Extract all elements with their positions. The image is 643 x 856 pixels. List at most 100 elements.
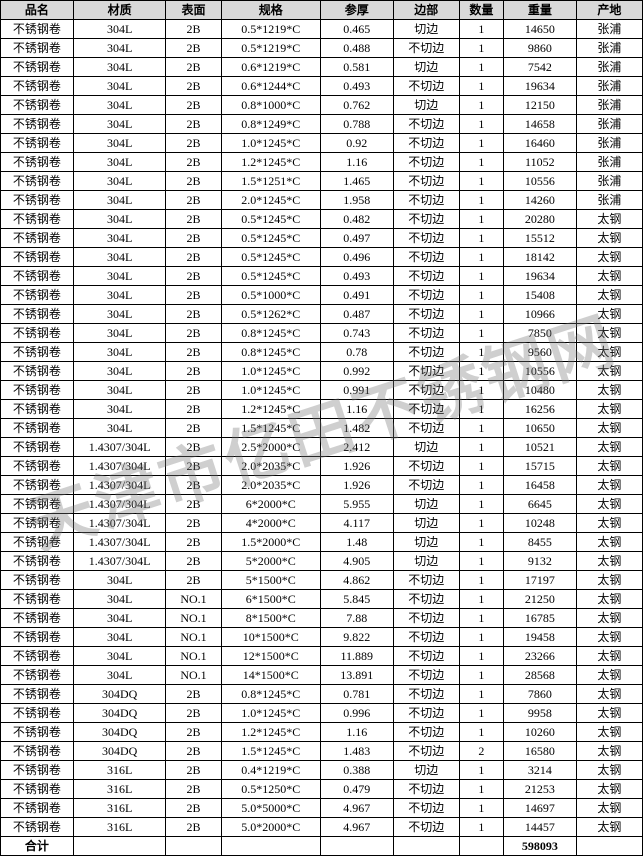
table-cell: 2B [166,134,221,153]
table-cell: 不切边 [393,647,459,666]
table-cell: 2B [166,400,221,419]
table-row: 不锈钢卷304L2B1.0*1245*C0.991不切边110480太钢 [1,381,643,400]
table-cell: 2.412 [320,438,393,457]
table-cell: 304L [73,343,166,362]
table-cell: 0.5*1000*C [221,286,320,305]
table-row: 不锈钢卷304L2B0.5*1219*C0.465切边114650张浦 [1,20,643,39]
table-cell: 304L [73,77,166,96]
table-cell: 0.493 [320,267,393,286]
table-cell: 4.905 [320,552,393,571]
table-cell: 11.889 [320,647,393,666]
table-cell: 太钢 [576,628,642,647]
table-cell: 1 [459,571,503,590]
table-row: 不锈钢卷304LNO.112*1500*C11.889不切边123266太钢 [1,647,643,666]
table-row: 不锈钢卷1.4307/304L2B2.0*2035*C1.926不切边11571… [1,457,643,476]
table-cell: 不切边 [393,666,459,685]
table-cell: 张浦 [576,96,642,115]
table-cell: 20280 [503,210,576,229]
table-cell: 7542 [503,58,576,77]
table-cell: 太钢 [576,457,642,476]
table-cell: 不切边 [393,457,459,476]
table-cell: 不切边 [393,172,459,191]
table-cell: 21250 [503,590,576,609]
table-cell: 不切边 [393,248,459,267]
table-cell: 0.5*1219*C [221,39,320,58]
table-cell: 23266 [503,647,576,666]
table-cell: 0.996 [320,704,393,723]
table-cell: 0.8*1000*C [221,96,320,115]
table-row: 不锈钢卷304L2B0.8*1249*C0.788不切边114658张浦 [1,115,643,134]
table-cell: 太钢 [576,704,642,723]
table-cell: 太钢 [576,229,642,248]
table-row: 不锈钢卷304L2B0.5*1245*C0.482不切边120280太钢 [1,210,643,229]
table-cell: 14457 [503,818,576,837]
table-cell: 切边 [393,495,459,514]
table-cell: 2B [166,115,221,134]
table-cell: 28568 [503,666,576,685]
table-cell: 太钢 [576,666,642,685]
table-cell: 1 [459,153,503,172]
table-cell: 9860 [503,39,576,58]
table-cell: 1 [459,20,503,39]
table-cell: 1 [459,552,503,571]
table-cell: 1 [459,533,503,552]
table-cell: 1 [459,590,503,609]
table-cell: 不锈钢卷 [1,799,74,818]
table-cell: 1 [459,324,503,343]
table-cell: 15512 [503,229,576,248]
table-cell: 不锈钢卷 [1,533,74,552]
table-cell: 13.891 [320,666,393,685]
table-cell: 1.4307/304L [73,533,166,552]
table-cell: 1.5*2000*C [221,533,320,552]
table-cell: 不切边 [393,343,459,362]
table-cell: 不锈钢卷 [1,267,74,286]
table-cell: 不切边 [393,39,459,58]
table-cell: 切边 [393,96,459,115]
table-cell: 0.6*1244*C [221,77,320,96]
table-cell: 15715 [503,457,576,476]
table-cell: 1.483 [320,742,393,761]
table-cell: 10260 [503,723,576,742]
table-cell: 304DQ [73,723,166,742]
table-cell: 0.762 [320,96,393,115]
table-cell: 18142 [503,248,576,267]
table-cell: 304L [73,362,166,381]
table-row: 不锈钢卷304L2B0.6*1219*C0.581切边17542张浦 [1,58,643,77]
table-cell: 2B [166,571,221,590]
table-cell: 2B [166,780,221,799]
table-cell: 14260 [503,191,576,210]
table-row: 不锈钢卷316L2B0.5*1250*C0.479不切边121253太钢 [1,780,643,799]
table-cell: 304L [73,609,166,628]
table-cell: 不锈钢卷 [1,191,74,210]
table-cell: 1.5*1245*C [221,419,320,438]
table-cell: 9132 [503,552,576,571]
table-cell: 2B [166,324,221,343]
table-cell: 4.117 [320,514,393,533]
table-cell: 304L [73,153,166,172]
table-cell: 2B [166,77,221,96]
table-cell: 10*1500*C [221,628,320,647]
footer-empty [459,837,503,856]
table-cell: 304L [73,666,166,685]
table-cell: 张浦 [576,153,642,172]
table-cell: 不锈钢卷 [1,609,74,628]
table-cell: 不切边 [393,286,459,305]
table-cell: 太钢 [576,780,642,799]
table-row: 不锈钢卷304LNO.18*1500*C7.88不切边116785太钢 [1,609,643,628]
table-cell: 0.5*1250*C [221,780,320,799]
table-cell: 太钢 [576,609,642,628]
table-row: 不锈钢卷304LNO.16*1500*C5.845不切边121250太钢 [1,590,643,609]
steel-inventory-table: 品名 材质 表面 规格 参厚 边部 数量 重量 产地 不锈钢卷304L2B0.5… [0,0,643,856]
footer-empty [73,837,166,856]
col-header-thickness: 参厚 [320,1,393,20]
table-cell: 7860 [503,685,576,704]
table-cell: 2B [166,248,221,267]
table-cell: 1.4307/304L [73,476,166,495]
table-cell: 5.845 [320,590,393,609]
table-cell: 1.4307/304L [73,495,166,514]
table-cell: 9.822 [320,628,393,647]
table-cell: 0.992 [320,362,393,381]
table-cell: 1 [459,248,503,267]
table-cell: 不切边 [393,153,459,172]
table-cell: 10521 [503,438,576,457]
